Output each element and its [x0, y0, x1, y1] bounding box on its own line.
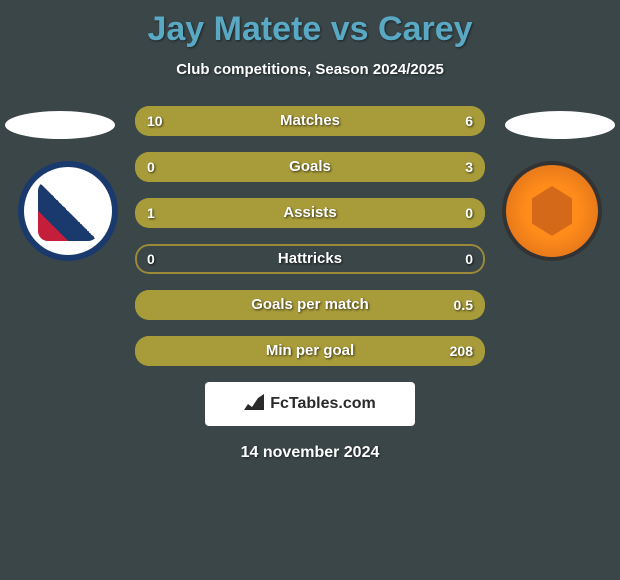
stat-row: Min per goal 208 [135, 336, 485, 366]
player-left-ellipse [5, 111, 115, 139]
club-badge-left [18, 161, 118, 261]
site-badge: FcTables.com [205, 382, 415, 426]
stat-label: Assists [135, 198, 485, 228]
stat-value-right: 0.5 [454, 290, 473, 320]
chart-icon [244, 394, 264, 415]
stat-bars: 10 Matches 6 0 Goals 3 1 Assists 0 0 Hat… [135, 106, 485, 366]
page-title: Jay Matete vs Carey [0, 0, 620, 49]
club-badge-right [502, 161, 602, 261]
stat-value-right: 0 [465, 244, 473, 274]
stat-label: Matches [135, 106, 485, 136]
subtitle: Club competitions, Season 2024/2025 [0, 61, 620, 78]
stat-row: Goals per match 0.5 [135, 290, 485, 320]
footer-date: 14 november 2024 [0, 444, 620, 462]
stat-row: 0 Goals 3 [135, 152, 485, 182]
stat-row: 10 Matches 6 [135, 106, 485, 136]
stat-label: Min per goal [135, 336, 485, 366]
player-right-ellipse [505, 111, 615, 139]
stat-label: Goals per match [135, 290, 485, 320]
stat-label: Goals [135, 152, 485, 182]
stat-value-right: 208 [450, 336, 473, 366]
stat-label: Hattricks [135, 244, 485, 274]
stat-value-right: 3 [465, 152, 473, 182]
stat-value-right: 0 [465, 198, 473, 228]
stat-row: 1 Assists 0 [135, 198, 485, 228]
stat-row: 0 Hattricks 0 [135, 244, 485, 274]
stat-value-right: 6 [465, 106, 473, 136]
site-name: FcTables.com [270, 395, 376, 413]
comparison-content: 10 Matches 6 0 Goals 3 1 Assists 0 0 Hat… [0, 106, 620, 462]
